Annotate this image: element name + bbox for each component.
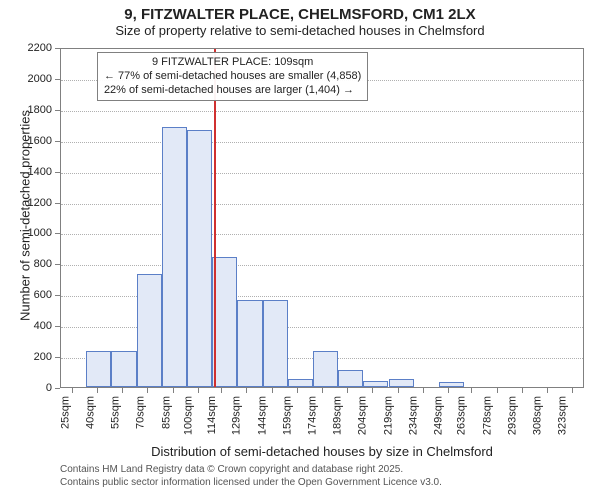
x-tick-label: 263sqm: [456, 396, 468, 435]
histogram-bar: [313, 351, 338, 387]
y-tick-label: 2200: [18, 42, 52, 54]
x-tick-label: 100sqm: [182, 396, 194, 435]
x-tick-label: 25sqm: [59, 396, 71, 429]
property-info-box: 9 FITZWALTER PLACE: 109sqm ← 77% of semi…: [97, 52, 368, 101]
gridline: [61, 111, 583, 112]
x-tick-mark: [173, 388, 174, 393]
x-tick-mark: [497, 388, 498, 393]
info-line-smaller: ← 77% of semi-detached houses are smalle…: [104, 70, 361, 84]
x-tick-mark: [322, 388, 323, 393]
x-tick-label: 174sqm: [306, 396, 318, 435]
y-tick-label: 1800: [18, 104, 52, 116]
histogram-bar: [338, 370, 363, 387]
x-tick-mark: [347, 388, 348, 393]
x-tick-mark: [72, 388, 73, 393]
histogram-bar: [263, 300, 288, 387]
x-tick-label: 249sqm: [432, 396, 444, 435]
x-tick-mark: [522, 388, 523, 393]
x-tick-label: 204sqm: [357, 396, 369, 435]
histogram-bar: [288, 379, 313, 387]
x-tick-label: 189sqm: [332, 396, 344, 435]
x-tick-label: 308sqm: [531, 396, 543, 435]
y-tick-mark: [55, 295, 60, 296]
y-tick-label: 200: [18, 351, 52, 363]
x-tick-label: 40sqm: [84, 396, 96, 429]
y-tick-mark: [55, 233, 60, 234]
y-tick-mark: [55, 48, 60, 49]
footer-line-2: Contains public sector information licen…: [60, 477, 442, 490]
histogram-bar: [237, 300, 262, 387]
y-tick-mark: [55, 326, 60, 327]
page-subtitle: Size of property relative to semi-detach…: [0, 23, 600, 42]
x-axis-label: Distribution of semi-detached houses by …: [60, 444, 584, 459]
x-tick-label: 293sqm: [506, 396, 518, 435]
gridline: [61, 142, 583, 143]
x-tick-mark: [198, 388, 199, 393]
x-tick-label: 159sqm: [281, 396, 293, 435]
y-tick-mark: [55, 264, 60, 265]
y-tick-label: 800: [18, 258, 52, 270]
x-tick-mark: [97, 388, 98, 393]
histogram-bar: [137, 274, 162, 387]
y-tick-label: 0: [18, 382, 52, 394]
gridline: [61, 234, 583, 235]
x-tick-label: 278sqm: [481, 396, 493, 435]
histogram-bar: [439, 382, 464, 387]
y-tick-label: 2000: [18, 73, 52, 85]
gridline: [61, 173, 583, 174]
attribution-footer: Contains HM Land Registry data © Crown c…: [60, 464, 442, 489]
y-tick-label: 600: [18, 289, 52, 301]
x-tick-mark: [221, 388, 222, 393]
histogram-bar: [389, 379, 414, 387]
histogram-bar: [187, 130, 212, 387]
x-tick-mark: [297, 388, 298, 393]
x-tick-mark: [246, 388, 247, 393]
x-tick-mark: [572, 388, 573, 393]
x-tick-mark: [423, 388, 424, 393]
x-tick-mark: [372, 388, 373, 393]
y-tick-mark: [55, 79, 60, 80]
x-tick-label: 129sqm: [231, 396, 243, 435]
x-tick-mark: [147, 388, 148, 393]
x-tick-label: 144sqm: [256, 396, 268, 435]
x-tick-label: 55sqm: [110, 396, 122, 429]
info-line-property: 9 FITZWALTER PLACE: 109sqm: [104, 56, 361, 70]
y-tick-mark: [55, 172, 60, 173]
y-tick-label: 1000: [18, 227, 52, 239]
y-tick-mark: [55, 203, 60, 204]
info-line-larger: 22% of semi-detached houses are larger (…: [104, 84, 361, 98]
x-tick-label: 219sqm: [382, 396, 394, 435]
y-tick-label: 1200: [18, 197, 52, 209]
y-tick-mark: [55, 110, 60, 111]
x-tick-label: 234sqm: [407, 396, 419, 435]
x-tick-label: 114sqm: [206, 396, 218, 434]
x-tick-mark: [471, 388, 472, 393]
y-tick-label: 400: [18, 320, 52, 332]
gridline: [61, 265, 583, 266]
footer-line-1: Contains HM Land Registry data © Crown c…: [60, 464, 442, 477]
page-title: 9, FITZWALTER PLACE, CHELMSFORD, CM1 2LX: [0, 0, 600, 23]
histogram-bar: [212, 257, 237, 387]
x-tick-mark: [448, 388, 449, 393]
y-tick-mark: [55, 388, 60, 389]
x-tick-label: 85sqm: [160, 396, 172, 429]
histogram-bar: [363, 381, 388, 387]
y-tick-mark: [55, 141, 60, 142]
x-tick-mark: [398, 388, 399, 393]
x-tick-mark: [547, 388, 548, 393]
histogram-bar: [162, 127, 187, 387]
histogram-bar: [86, 351, 111, 387]
histogram-bar: [111, 351, 136, 387]
x-tick-label: 70sqm: [135, 396, 147, 429]
y-tick-label: 1400: [18, 166, 52, 178]
x-tick-label: 323sqm: [557, 396, 569, 435]
x-tick-mark: [122, 388, 123, 393]
gridline: [61, 204, 583, 205]
y-tick-mark: [55, 357, 60, 358]
y-tick-label: 1600: [18, 135, 52, 147]
x-tick-mark: [272, 388, 273, 393]
